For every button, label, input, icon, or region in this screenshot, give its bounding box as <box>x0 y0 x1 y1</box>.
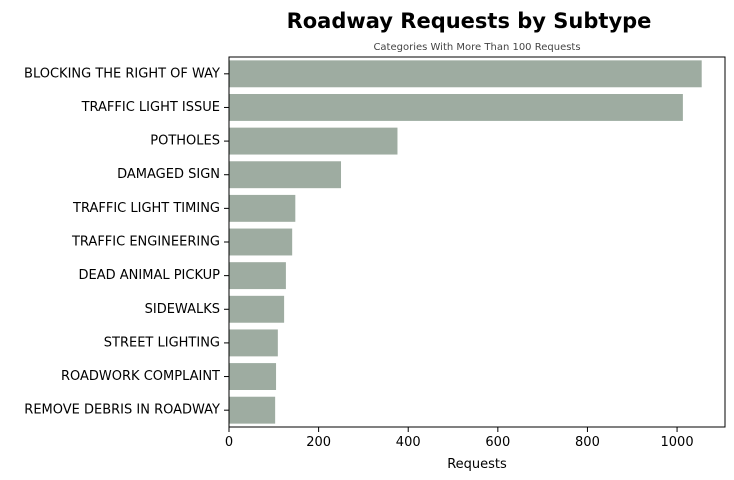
x-tick-label: 0 <box>225 435 233 450</box>
y-tick-label: DAMAGED SIGN <box>117 167 220 182</box>
y-tick-label: STREET LIGHTING <box>104 335 220 350</box>
bar <box>229 194 296 222</box>
chart-title: Roadway Requests by Subtype <box>287 9 652 33</box>
y-tick-label: TRAFFIC LIGHT ISSUE <box>81 100 220 115</box>
bar <box>229 94 683 121</box>
bar <box>229 396 276 424</box>
y-tick-label: BLOCKING THE RIGHT OF WAY <box>24 66 220 81</box>
y-axis: BLOCKING THE RIGHT OF WAY TRAFFIC LIGHT I… <box>24 66 229 418</box>
y-tick-label: TRAFFIC LIGHT TIMING <box>72 201 220 216</box>
x-tick-label: 1000 <box>661 435 694 450</box>
bar <box>229 329 278 357</box>
x-tick-label: 200 <box>306 435 331 450</box>
bar <box>229 363 277 390</box>
y-tick-label: REMOVE DEBRIS IN ROADWAY <box>24 403 220 418</box>
x-tick-label: 800 <box>575 435 600 450</box>
bar <box>229 161 342 189</box>
x-axis-label: Requests <box>447 457 507 472</box>
bar <box>229 60 702 88</box>
y-tick-label: DEAD ANIMAL PICKUP <box>79 268 221 283</box>
x-tick-label: 600 <box>485 435 510 450</box>
y-tick-label: POTHOLES <box>150 134 220 149</box>
bars-group <box>229 60 702 424</box>
x-tick-label: 400 <box>396 435 421 450</box>
x-axis: 0 200 400 600 800 1000 <box>225 427 694 450</box>
chart-subtitle: Categories With More Than 100 Requests <box>373 42 580 53</box>
bar <box>229 295 285 323</box>
y-tick-label: TRAFFIC ENGINEERING <box>71 235 220 250</box>
bar <box>229 127 398 155</box>
bar <box>229 228 293 256</box>
y-tick-label: SIDEWALKS <box>145 302 220 317</box>
y-tick-label: ROADWORK COMPLAINT <box>61 369 220 384</box>
bar <box>229 262 286 290</box>
